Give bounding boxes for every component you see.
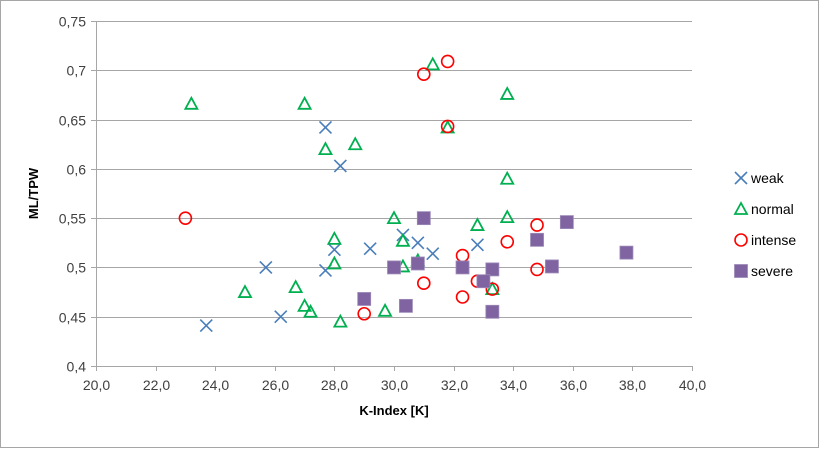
data-point-weak	[318, 120, 333, 135]
y-tick-label: 0,5	[67, 260, 87, 276]
legend-item-weak: weak	[734, 170, 785, 186]
data-point-weak	[199, 319, 213, 333]
legend: weak normal intense severe	[733, 170, 796, 279]
x-tick-label: 34,0	[500, 377, 527, 393]
x-tick-label: 24,0	[202, 377, 229, 393]
data-point-normal	[297, 297, 313, 312]
data-point-severe	[455, 260, 470, 275]
data-point-normal	[425, 56, 441, 71]
legend-item-intense: intense	[734, 232, 796, 248]
y-tick-label: 0,45	[59, 310, 86, 326]
data-point-intense	[485, 282, 500, 296]
data-point-weak	[470, 238, 485, 252]
data-point-weak	[327, 243, 341, 257]
series-weak	[199, 120, 485, 333]
x-tick-label: 22,0	[143, 377, 170, 393]
data-point-weak	[259, 260, 273, 274]
data-points	[178, 54, 634, 333]
legend-marker-weak	[734, 171, 748, 185]
data-point-severe	[357, 292, 372, 306]
legend-marker-normal	[733, 201, 749, 215]
data-point-normal	[395, 232, 411, 247]
x-tick-label: 36,0	[560, 377, 587, 393]
gridlines	[96, 21, 692, 318]
data-point-normal	[317, 141, 333, 156]
legend-item-normal: normal	[733, 201, 794, 217]
legend-marker-severe	[734, 264, 748, 278]
series-intense	[178, 54, 544, 321]
y-tick-label: 0,6	[67, 162, 87, 178]
data-point-severe	[530, 232, 544, 247]
data-point-severe	[410, 256, 425, 271]
data-point-normal	[326, 255, 342, 270]
data-point-intense	[178, 211, 193, 225]
data-point-intense	[455, 290, 470, 304]
x-tick-label: 30,0	[381, 377, 408, 393]
data-point-normal	[288, 279, 304, 294]
y-tick-label: 0,55	[59, 211, 86, 227]
data-point-severe	[416, 211, 431, 226]
x-tick-label: 38,0	[619, 377, 646, 393]
data-point-normal	[326, 230, 342, 245]
data-point-normal	[303, 303, 319, 318]
x-axis-title: K-Index [K]	[359, 403, 428, 418]
data-point-intense	[530, 262, 544, 277]
data-point-intense	[440, 54, 455, 69]
series-severe	[357, 211, 634, 319]
data-point-normal	[499, 170, 515, 185]
y-tick-label: 0,4	[67, 359, 87, 375]
legend-item-severe: severe	[734, 263, 793, 279]
data-point-normal	[386, 210, 402, 225]
y-tick-label: 0,7	[67, 63, 87, 79]
data-point-intense	[416, 276, 431, 291]
legend-marker-intense	[734, 233, 748, 247]
data-point-intense	[357, 306, 372, 321]
data-point-normal	[297, 95, 313, 110]
x-tick-label: 20,0	[83, 377, 110, 393]
data-point-normal	[499, 86, 515, 100]
data-point-normal	[332, 313, 348, 328]
data-point-intense	[455, 248, 470, 263]
data-point-severe	[485, 304, 500, 319]
data-point-normal	[183, 95, 199, 110]
legend-label: weak	[750, 170, 785, 186]
data-point-normal	[499, 209, 515, 224]
data-point-normal	[469, 217, 485, 231]
data-point-weak	[426, 247, 440, 261]
data-point-intense	[500, 235, 515, 249]
x-tick-label: 28,0	[321, 377, 348, 393]
y-axis-title: ML/TPW	[26, 167, 41, 219]
legend-label: severe	[751, 263, 793, 279]
x-tick-label: 26,0	[262, 377, 289, 393]
data-point-severe	[399, 298, 413, 313]
data-point-intense	[440, 119, 455, 134]
data-point-intense	[416, 67, 431, 82]
data-point-weak	[411, 236, 425, 250]
data-point-weak	[363, 242, 377, 256]
tick-labels: 0,4 0,45 0,5 0,55 0,6 0,65 0,7 0,75 20,0 22,0 24,0…	[59, 14, 707, 394]
x-tick-label: 32,0	[441, 377, 468, 393]
data-point-weak	[333, 159, 347, 173]
data-point-intense	[530, 218, 544, 232]
data-point-normal	[237, 284, 253, 298]
series-normal	[183, 56, 515, 328]
data-point-weak	[274, 310, 288, 324]
y-tick-label: 0,75	[59, 14, 86, 30]
y-tick-label: 0,65	[59, 113, 86, 129]
data-point-severe	[485, 262, 500, 277]
data-point-severe	[387, 260, 401, 275]
data-point-severe	[619, 245, 634, 260]
legend-label: normal	[751, 201, 794, 217]
data-point-severe	[545, 259, 559, 274]
axes	[91, 21, 693, 371]
data-point-normal	[484, 281, 500, 296]
data-point-severe	[476, 274, 491, 289]
data-point-severe	[559, 215, 574, 229]
data-point-normal	[377, 302, 393, 317]
x-tick-label: 40,0	[679, 377, 706, 393]
legend-label: intense	[751, 232, 796, 248]
data-point-normal	[347, 136, 363, 151]
